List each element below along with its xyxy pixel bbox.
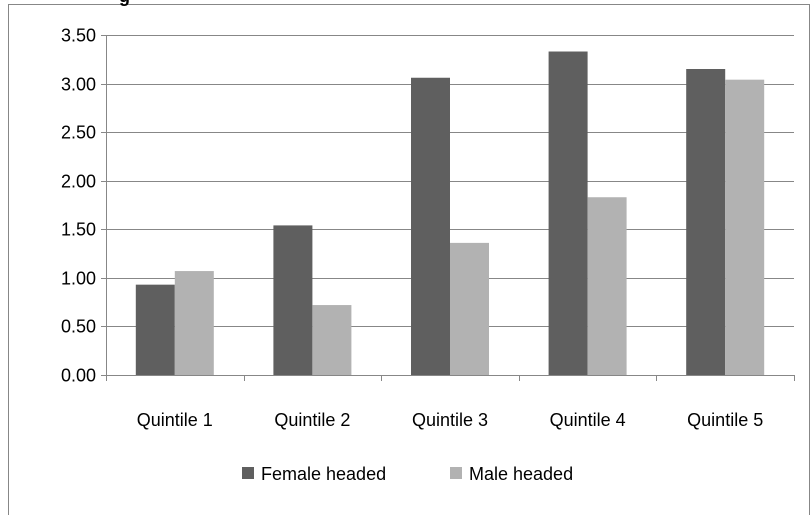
bar-female-headed xyxy=(686,69,726,375)
bar-female-headed xyxy=(411,77,450,375)
y-tick-label: 0.00 xyxy=(61,366,96,386)
x-tick-label: Quintile 5 xyxy=(687,410,763,430)
bar-male-headed xyxy=(450,242,489,375)
x-tick-label: Quintile 2 xyxy=(274,410,350,430)
x-tick-labels: Quintile 1 Quintile 2 Quintile 3 Quintile 4… xyxy=(137,410,763,430)
y-tick-label: 1.50 xyxy=(61,220,96,240)
x-tick-label: Quintile 3 xyxy=(412,410,488,430)
chart-border xyxy=(8,4,810,515)
bar-female-headed xyxy=(548,51,588,376)
y-tick-label: 2.00 xyxy=(61,172,96,192)
y-tick-label: 0.50 xyxy=(61,317,96,337)
x-tick-label: Quintile 4 xyxy=(550,410,626,430)
bars xyxy=(135,51,765,376)
y-tick-label: 2.50 xyxy=(61,123,96,143)
chart-frame: g 0.00 0.50 1.00 1.50 2.00 2.50 3.00 3.50 Quint… xyxy=(8,0,811,515)
legend: Female headed Male headed xyxy=(242,464,573,484)
bar-male-headed xyxy=(587,197,627,375)
x-tick-label: Quintile 1 xyxy=(137,410,213,430)
y-tick-labels: 0.00 0.50 1.00 1.50 2.00 2.50 3.00 3.50 xyxy=(61,26,96,386)
bar-male-headed xyxy=(312,305,352,375)
y-tick-label: 1.00 xyxy=(61,269,96,289)
legend-swatch xyxy=(242,467,254,479)
bar-chart: g 0.00 0.50 1.00 1.50 2.00 2.50 3.00 3.50 Quint… xyxy=(8,0,810,515)
bar-male-headed xyxy=(174,271,214,375)
legend-label: Female headed xyxy=(261,464,386,484)
axes xyxy=(101,35,795,381)
legend-label: Male headed xyxy=(469,464,573,484)
bar-female-headed xyxy=(135,284,175,375)
bar-female-headed xyxy=(273,225,313,375)
y-tick-label: 3.00 xyxy=(61,75,96,95)
legend-swatch xyxy=(450,467,462,479)
bar-male-headed xyxy=(725,79,765,375)
y-tick-label: 3.50 xyxy=(61,26,96,46)
chart-title-fragment: g xyxy=(119,0,130,6)
